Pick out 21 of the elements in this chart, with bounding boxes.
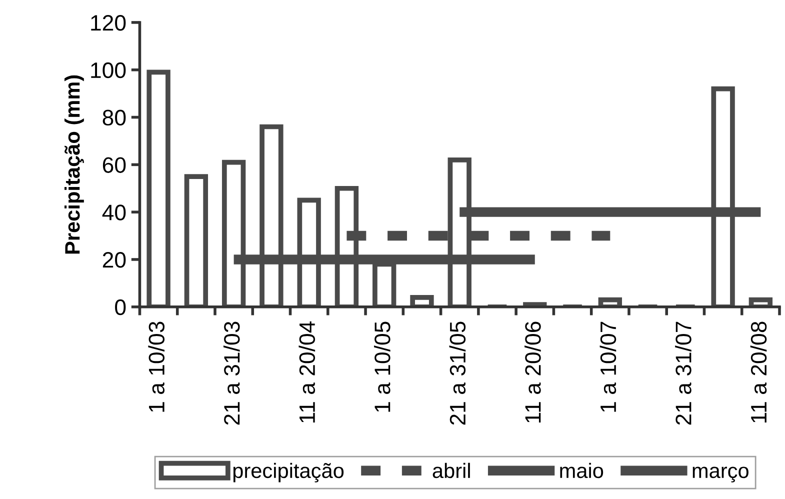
x-tick-label: 11 a 20/06 — [524, 322, 541, 422]
legend-label: precipitação — [233, 462, 344, 482]
legend-label: abril — [432, 462, 470, 478]
y-axis-title: Precipitação (mm) — [64, 75, 84, 254]
y-tick-label: 0 — [115, 299, 126, 316]
y-tick-label: 120 — [91, 14, 126, 31]
x-tick-label: 21 a 31/07 — [675, 322, 692, 425]
x-tick-label: 21 a 31/03 — [223, 322, 240, 425]
y-tick-label: 20 — [102, 252, 126, 268]
x-tick-label: 1 a 10/03 — [148, 322, 165, 412]
y-tick-label: 80 — [102, 110, 126, 126]
x-tick-label: 11 a 20/04 — [298, 321, 316, 422]
y-tick-label: 60 — [102, 157, 126, 173]
y-tick-label: 40 — [102, 204, 126, 220]
y-tick-label: 100 — [91, 62, 126, 78]
legend-label: março — [692, 466, 748, 482]
x-tick-label: 1 a 10/07 — [600, 322, 616, 412]
x-tick-label: 11 a 20/08 — [750, 322, 767, 422]
x-tick-label: 21 a 31/05 — [449, 322, 466, 425]
x-tick-label: 1 a 10/05 — [374, 322, 390, 412]
legend-label: maio — [560, 462, 604, 478]
